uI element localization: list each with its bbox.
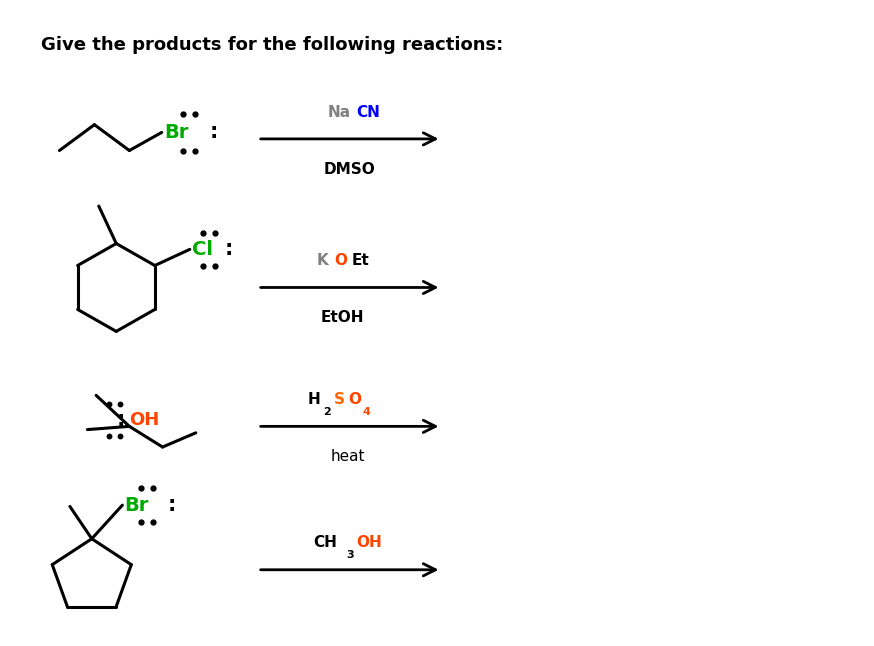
Text: :: : <box>168 495 177 515</box>
Text: :: : <box>225 240 233 259</box>
Text: S: S <box>334 392 345 407</box>
Text: 4: 4 <box>363 407 371 417</box>
Text: CN: CN <box>357 105 380 120</box>
Text: DMSO: DMSO <box>323 162 375 176</box>
Text: Br: Br <box>124 495 149 515</box>
Text: CH: CH <box>313 536 336 550</box>
Text: K: K <box>316 253 328 268</box>
Text: Cl: Cl <box>191 240 212 259</box>
Text: Na: Na <box>328 105 350 120</box>
Text: OH: OH <box>129 411 160 429</box>
Text: Br: Br <box>164 123 189 142</box>
Text: 2: 2 <box>323 407 331 417</box>
Text: Et: Et <box>351 253 369 268</box>
Text: O: O <box>334 253 347 268</box>
Text: H: H <box>308 392 321 407</box>
Text: heat: heat <box>330 449 364 464</box>
Text: Give the products for the following reactions:: Give the products for the following reac… <box>41 36 503 54</box>
Text: O: O <box>348 392 361 407</box>
Text: EtOH: EtOH <box>321 310 364 325</box>
Text: 3: 3 <box>346 550 354 560</box>
Text: :: : <box>116 410 125 430</box>
Text: :: : <box>210 123 218 142</box>
Text: OH: OH <box>357 536 382 550</box>
